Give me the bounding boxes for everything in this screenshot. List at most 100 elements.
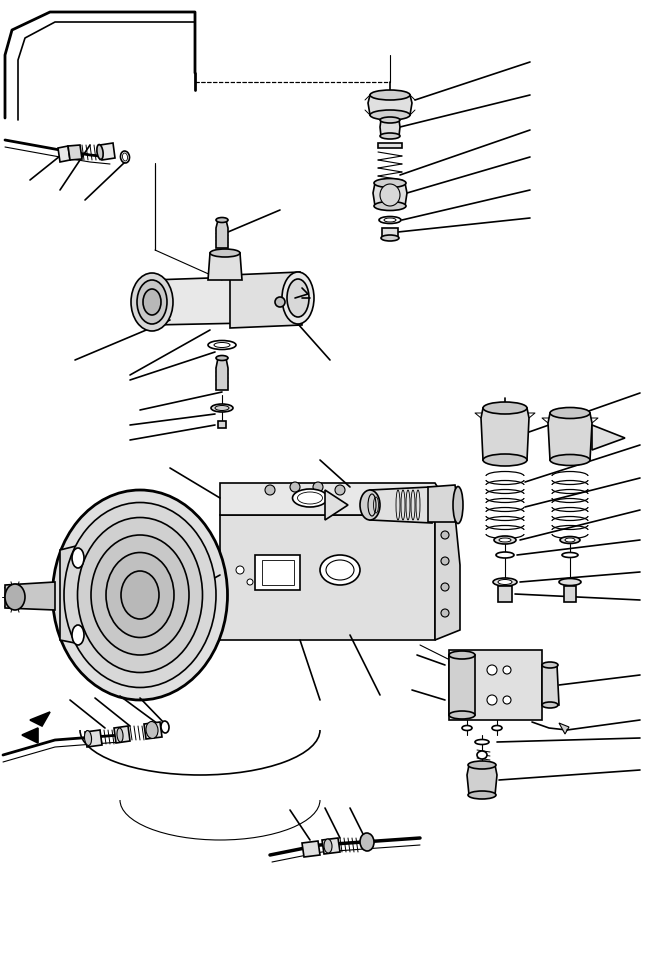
Circle shape (290, 482, 300, 492)
Ellipse shape (5, 584, 25, 610)
Ellipse shape (215, 405, 229, 410)
Polygon shape (302, 841, 320, 857)
Polygon shape (373, 183, 407, 206)
Ellipse shape (214, 342, 230, 347)
Polygon shape (68, 145, 82, 160)
Ellipse shape (326, 560, 354, 580)
Ellipse shape (121, 571, 159, 619)
Polygon shape (382, 228, 398, 238)
Polygon shape (542, 665, 559, 705)
Polygon shape (22, 728, 38, 743)
Ellipse shape (462, 726, 472, 730)
Ellipse shape (374, 179, 406, 187)
Circle shape (236, 566, 244, 574)
Polygon shape (559, 723, 569, 734)
Polygon shape (5, 582, 55, 610)
Ellipse shape (449, 651, 475, 659)
Ellipse shape (297, 492, 322, 504)
Ellipse shape (379, 216, 401, 224)
Polygon shape (30, 712, 50, 726)
Circle shape (313, 482, 323, 492)
Ellipse shape (498, 579, 512, 584)
Polygon shape (564, 586, 576, 602)
Ellipse shape (550, 407, 590, 419)
Ellipse shape (216, 356, 228, 360)
Ellipse shape (360, 833, 374, 851)
Polygon shape (255, 555, 300, 590)
Polygon shape (220, 483, 455, 515)
Polygon shape (220, 515, 435, 640)
Ellipse shape (287, 279, 309, 317)
Polygon shape (498, 586, 512, 602)
Polygon shape (380, 120, 400, 136)
Circle shape (441, 583, 449, 591)
Polygon shape (592, 425, 625, 450)
Ellipse shape (52, 490, 228, 700)
Ellipse shape (146, 722, 158, 738)
Ellipse shape (542, 662, 558, 668)
Polygon shape (216, 358, 228, 390)
Circle shape (487, 665, 497, 675)
Ellipse shape (216, 218, 228, 223)
Polygon shape (368, 95, 412, 115)
Ellipse shape (559, 578, 581, 585)
Ellipse shape (72, 625, 84, 645)
Ellipse shape (123, 153, 128, 161)
Ellipse shape (137, 280, 167, 324)
Polygon shape (208, 253, 242, 280)
Polygon shape (467, 765, 497, 795)
Ellipse shape (143, 289, 161, 315)
Ellipse shape (468, 761, 496, 769)
Ellipse shape (542, 702, 558, 708)
Polygon shape (230, 272, 302, 328)
Ellipse shape (449, 711, 475, 719)
Ellipse shape (370, 90, 410, 100)
Circle shape (503, 666, 511, 674)
Ellipse shape (324, 839, 332, 853)
Ellipse shape (292, 489, 328, 507)
Circle shape (335, 485, 345, 495)
Ellipse shape (121, 151, 130, 163)
Polygon shape (428, 485, 458, 522)
Ellipse shape (370, 110, 410, 120)
Polygon shape (218, 421, 226, 428)
Polygon shape (378, 143, 402, 148)
Ellipse shape (468, 791, 496, 799)
Circle shape (487, 695, 497, 705)
Ellipse shape (560, 536, 580, 544)
Polygon shape (114, 726, 130, 743)
Polygon shape (144, 722, 162, 739)
Ellipse shape (161, 721, 169, 733)
Ellipse shape (374, 202, 406, 210)
Ellipse shape (208, 340, 236, 350)
Ellipse shape (97, 144, 103, 160)
Ellipse shape (381, 235, 399, 241)
Ellipse shape (483, 402, 527, 414)
Polygon shape (85, 730, 102, 747)
Ellipse shape (84, 730, 92, 746)
Ellipse shape (384, 218, 396, 222)
Ellipse shape (72, 548, 84, 568)
Ellipse shape (562, 553, 578, 557)
Ellipse shape (91, 535, 189, 655)
Ellipse shape (499, 538, 511, 542)
Ellipse shape (550, 454, 590, 466)
Polygon shape (325, 490, 348, 520)
Ellipse shape (320, 555, 360, 585)
Circle shape (275, 297, 285, 307)
Ellipse shape (477, 751, 487, 759)
Polygon shape (100, 143, 115, 160)
Ellipse shape (494, 536, 516, 544)
Ellipse shape (453, 487, 463, 524)
Polygon shape (449, 655, 475, 715)
Ellipse shape (380, 184, 400, 206)
Circle shape (441, 557, 449, 565)
Ellipse shape (77, 517, 203, 672)
Circle shape (441, 609, 449, 617)
Ellipse shape (380, 117, 400, 123)
Ellipse shape (210, 249, 240, 257)
Ellipse shape (492, 726, 502, 730)
Ellipse shape (131, 273, 173, 331)
Polygon shape (370, 487, 432, 523)
Circle shape (247, 579, 253, 585)
